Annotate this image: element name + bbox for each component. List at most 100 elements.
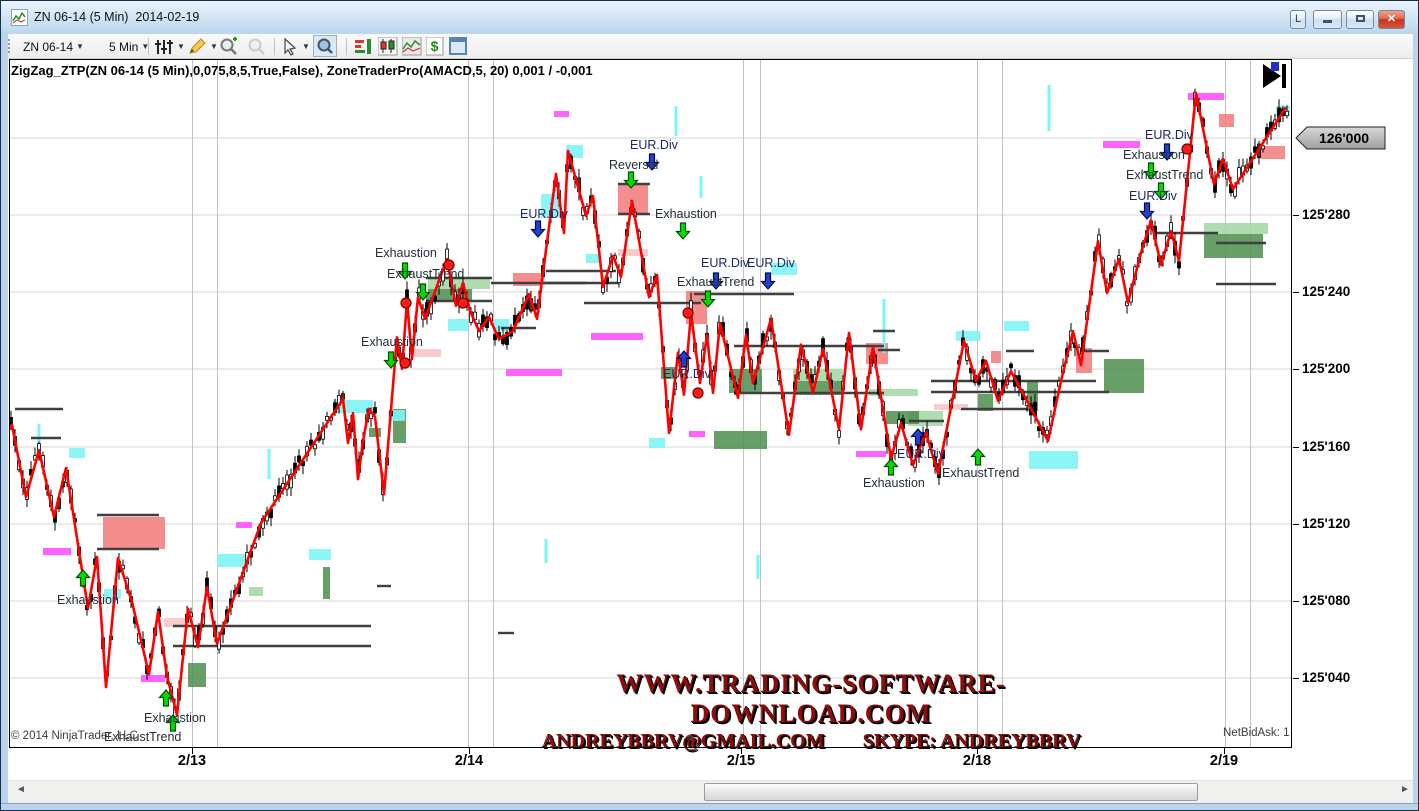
account-button[interactable]: $ [426, 34, 444, 59]
green-down-arrow-icon [623, 171, 639, 189]
watermark-email: ANDREYBBRV@GMAIL.COM [541, 730, 825, 752]
green-up-arrow-icon [158, 689, 174, 707]
close-button[interactable]: ✕ [1378, 10, 1405, 29]
interval-label: 5 Min [109, 39, 139, 54]
minimize-icon [1323, 20, 1332, 23]
green-down-arrow-icon [383, 351, 399, 369]
chart-annotation: ExhaustTrend [677, 275, 754, 289]
instrument-selector[interactable]: ZN 06-14 ▼ [23, 34, 84, 59]
lock-button[interactable]: L [1290, 10, 1306, 29]
window-border-right [1413, 34, 1418, 804]
cursor-tool-button[interactable]: ▼ [281, 34, 310, 59]
drawing-tools-button[interactable]: ▼ [187, 34, 218, 59]
blue-down-arrow-icon [530, 220, 546, 238]
date-tick [192, 748, 193, 754]
chevron-down-icon: ▼ [141, 42, 150, 51]
chevron-down-icon: ▼ [302, 42, 310, 51]
price-axis[interactable]: 126'000 125'280 125'240 125'200 125'160 125'… [1293, 59, 1413, 748]
scrollbar-thumb[interactable] [704, 783, 1198, 801]
chevron-down-icon: ▼ [177, 42, 185, 51]
price-tick [1293, 601, 1299, 602]
scroll-left-icon[interactable]: ◄ [16, 784, 26, 795]
svg-text:126'000: 126'000 [1319, 130, 1369, 146]
chart-background [8, 59, 1413, 804]
horizontal-scrollbar[interactable]: ◄ ► [8, 780, 1413, 803]
green-down-arrow-icon [415, 283, 431, 301]
indicators-button[interactable] [402, 34, 422, 59]
watermark: WWW.TRADING-SOFTWARE-DOWNLOAD.COM ANDREY… [531, 669, 1091, 753]
sliders-icon [155, 39, 173, 54]
scroll-right-icon[interactable]: ► [1400, 784, 1410, 795]
chart-annotation: EUR.Div [663, 367, 712, 381]
market-depth-button[interactable] [354, 34, 374, 59]
price-tick-label: 125'200 [1302, 361, 1351, 376]
date-tick-label: 2/18 [962, 753, 992, 769]
green-down-arrow-icon [675, 222, 691, 240]
plot-border [9, 59, 1292, 748]
wave-chart-icon [402, 37, 422, 56]
chart-annotation: EUR.Div [701, 256, 750, 270]
maximize-button[interactable] [1346, 10, 1374, 29]
dollar-icon: $ [426, 37, 444, 56]
bar-interval-button[interactable]: ▼ [154, 34, 185, 59]
date-tick-label: 2/15 [726, 753, 756, 769]
window-border-left [1, 34, 8, 804]
blue-down-arrow-icon [760, 272, 776, 290]
title-bar[interactable]: ZN 06-14 (5 Min) 2014-02-19 L ✕ [1, 1, 1418, 34]
magnifier-icon [317, 38, 333, 54]
signal-arrows [75, 143, 1175, 732]
date-axis[interactable]: 2/13 2/14 2/15 2/18 2/19 [8, 748, 1413, 780]
window-border-bottom [1, 804, 1418, 810]
chart-annotation: EUR.Div [630, 138, 679, 152]
chart-annotation: EUR.Div [897, 447, 946, 461]
date-tick [977, 748, 978, 754]
app-chart-icon [11, 9, 28, 26]
chart-annotation: ExhaustTrend [387, 267, 464, 281]
green-up-arrow-icon [75, 569, 91, 587]
watermark-skype: SKYPE: ANDREYBBRV [862, 730, 1081, 752]
data-box-button[interactable] [313, 35, 337, 57]
chevron-down-icon: ▼ [76, 42, 84, 51]
instrument-label: ZN 06-14 [23, 39, 74, 54]
chart-annotation: ExhaustTrend [1126, 168, 1203, 182]
pencil-icon [189, 37, 206, 54]
blue-down-arrow-icon [708, 272, 724, 290]
svg-text:$: $ [431, 38, 439, 54]
chart-annotation: Exhaustion [655, 207, 717, 221]
pivot-circles [399, 143, 1193, 399]
panel-button[interactable] [449, 34, 468, 59]
watermark-url: WWW.TRADING-SOFTWARE-DOWNLOAD.COM [616, 669, 1006, 728]
zigzag-line [9, 91, 1288, 717]
zoom-in-button[interactable] [219, 34, 240, 59]
go-to-end-icon[interactable] [1263, 62, 1286, 88]
minimize-button[interactable] [1313, 10, 1342, 29]
green-up-arrow-icon [883, 458, 899, 476]
last-price-marker: 126'000 [1295, 126, 1386, 150]
green-up-arrow-icon [165, 714, 181, 732]
green-down-arrow-icon [700, 290, 716, 308]
blue-down-arrow-icon [644, 153, 660, 171]
toolbar-grip[interactable] [6, 39, 10, 55]
chart-style-button[interactable] [378, 34, 398, 59]
depth-bars-icon [355, 39, 371, 54]
chart-annotation: EUR.Div [520, 207, 569, 221]
chart-annotation: EUR.Div [1129, 189, 1178, 203]
date-tick [1224, 748, 1225, 754]
zoom-out-button[interactable] [247, 34, 268, 59]
chart-annotation: ExhaustTrend [104, 730, 181, 744]
blue-up-arrow-icon [676, 350, 692, 368]
date-tick [741, 748, 742, 754]
price-tick [1293, 292, 1299, 293]
maximize-icon [1355, 15, 1365, 22]
chart-annotations: Exhaustion Exhaustion ExhaustTrend Exhausti… [57, 128, 1203, 744]
interval-selector[interactable]: 5 Min ▼ [109, 34, 149, 59]
price-tick [1293, 678, 1299, 679]
price-tick-label: 125'040 [1302, 670, 1351, 685]
date-tick-label: 2/13 [177, 753, 207, 769]
candlestick-icon [378, 37, 398, 56]
green-up-arrow-icon [970, 448, 986, 466]
net-bid-ask-label: NetBidAsk: 1 [1223, 727, 1290, 739]
date-tick-label: 2/19 [1209, 753, 1239, 769]
